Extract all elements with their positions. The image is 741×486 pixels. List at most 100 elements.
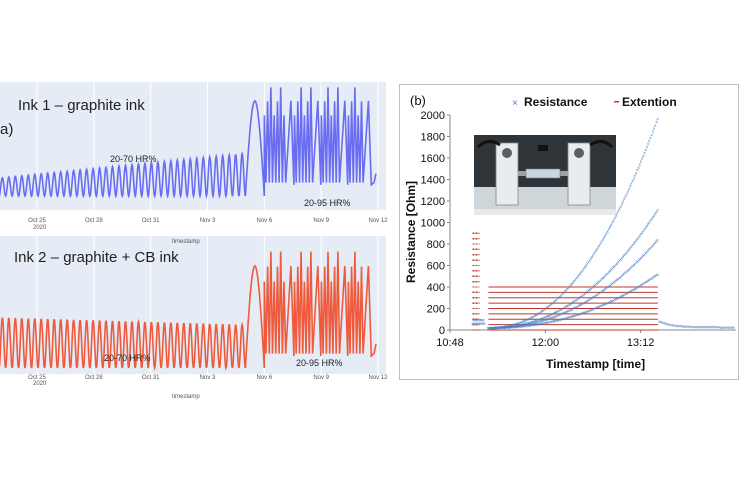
resistance-point: × [492,326,495,332]
resistance-point: × [636,168,639,174]
resistance-point: × [543,321,546,327]
resistance-point: × [611,282,614,288]
resistance-point: × [583,310,586,316]
resistance-point: × [593,284,596,290]
resistance-point: × [587,260,590,266]
resistance-point: × [589,287,592,293]
resistance-point: × [726,325,729,331]
resistance-point: × [672,323,675,329]
resistance-point: × [595,306,598,312]
resistance-point: × [635,261,638,267]
resistance-point: × [526,317,529,323]
resistance-point: × [630,244,633,250]
y-axis-title: Resistance [Ohm] [404,181,418,283]
resistance-point: × [512,323,515,329]
resistance-point: × [525,323,528,329]
resistance-point: × [525,324,528,330]
resistance-point: × [552,311,555,317]
resistance-point: × [643,252,646,258]
resistance-point: × [523,319,526,325]
resistance-point: × [492,326,495,332]
resistance-point: × [705,325,708,331]
resistance-point: × [601,238,604,244]
resistance-point: × [518,324,521,330]
resistance-point: × [651,243,654,249]
resistance-point: × [610,223,613,229]
resistance-point: × [617,277,620,283]
resistance-point: × [538,311,541,317]
resistance-point: × [611,299,614,305]
resistance-point: × [645,145,648,151]
resistance-point: × [622,199,625,205]
resistance-point: × [594,294,597,300]
resistance-point: × [554,299,557,305]
x-tick-label: Nov 12 [368,218,388,224]
ink1-annotation-low: 20-70 HR% [110,154,157,164]
resistance-series: ××××××××××××××××××××××××××××××××××××××××… [471,117,735,332]
x-tick-label: Oct 31 [142,218,160,224]
resistance-point: × [495,326,498,332]
resistance-point: × [491,326,494,332]
resistance-point: × [582,267,585,273]
resistance-point: × [622,255,625,261]
resistance-point: × [574,278,577,284]
resistance-point: × [655,120,658,126]
resistance-point: × [511,324,514,330]
resistance-point: × [664,322,667,328]
resistance-point: × [616,297,619,303]
resistance-point: × [478,318,481,324]
resistance-point: × [498,326,501,332]
resistance-point: × [576,313,579,319]
resistance-point: × [586,299,589,305]
resistance-point: × [579,295,582,301]
resistance-point: × [581,302,584,308]
resistance-point: × [496,326,499,332]
ink1-annotation-high: 20-95 HR% [304,198,351,208]
resistance-point: × [544,321,547,327]
x-tick-label: Nov 9 [313,218,329,224]
resistance-point: × [549,316,552,322]
resistance-point: × [677,324,680,330]
resistance-point: × [499,326,502,332]
resistance-point: × [720,325,723,331]
resistance-point: × [493,326,496,332]
resistance-point: × [641,157,644,163]
resistance-point: × [723,325,726,331]
resistance-point: × [631,243,634,249]
resistance-point: × [562,306,565,312]
resistance-point: × [564,288,567,294]
resistance-point: × [545,306,548,312]
resistance-point: × [612,218,615,224]
legend-resistance-marker: × [512,98,518,109]
resistance-point: × [519,324,522,330]
resistance-point: × [561,292,564,298]
resistance-point: × [557,309,560,315]
resistance-point: × [607,270,610,276]
resistance-point: × [501,326,504,332]
resistance-point: × [524,319,527,325]
resistance-point: × [551,312,554,318]
resistance-point: × [492,326,495,332]
resistance-point: × [650,276,653,282]
resistance-point: × [680,324,683,330]
y-tick-label: 0 [439,325,445,337]
resistance-point: × [536,312,539,318]
resistance-point: × [549,313,552,319]
resistance-point: × [552,315,555,321]
resistance-point: × [651,276,654,282]
resistance-point: × [629,266,632,272]
x-tick-label: Oct 25 [28,218,46,224]
resistance-point: × [537,318,540,324]
resistance-point: × [585,291,588,297]
resistance-point: × [648,139,651,145]
resistance-point: × [699,325,702,331]
resistance-point: × [579,272,582,278]
resistance-point: × [654,274,657,280]
resistance-point: × [702,325,705,331]
resistance-point: × [597,292,600,298]
resistance-point: × [557,296,560,302]
resistance-point: × [556,314,559,320]
resistance-point: × [560,293,563,299]
resistance-point: × [554,315,557,321]
resistance-point: × [634,287,637,293]
